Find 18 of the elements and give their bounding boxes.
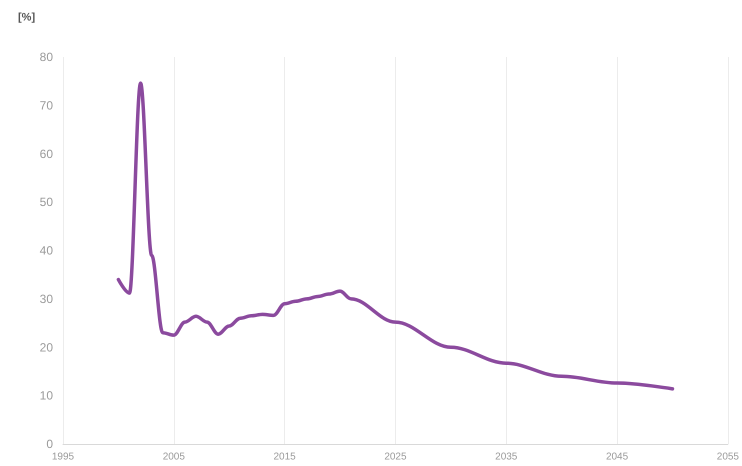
y-tick-label: 40 — [40, 244, 54, 258]
y-tick-label: 80 — [40, 50, 54, 64]
y-tick-label: 50 — [40, 195, 54, 210]
line-series — [116, 81, 674, 391]
x-tick-label: 2015 — [274, 452, 296, 462]
x-tick-label: 2025 — [384, 452, 407, 462]
x-tick-label: 2045 — [606, 452, 629, 462]
y-axis-title: [%] — [18, 12, 36, 24]
y-tick-label: 10 — [40, 388, 54, 403]
x-tick-label: 2035 — [495, 452, 518, 462]
y-tick-label: 30 — [40, 292, 54, 306]
x-tick-label: 2005 — [162, 452, 186, 462]
x-tick-label: 2055 — [716, 452, 740, 462]
y-tick-label: 0 — [46, 437, 54, 451]
y-tick-label: 70 — [40, 98, 54, 112]
y-tick-label: 60 — [40, 146, 54, 161]
y-tick-label: 20 — [40, 340, 54, 354]
x-tick-label: 1995 — [52, 452, 75, 462]
